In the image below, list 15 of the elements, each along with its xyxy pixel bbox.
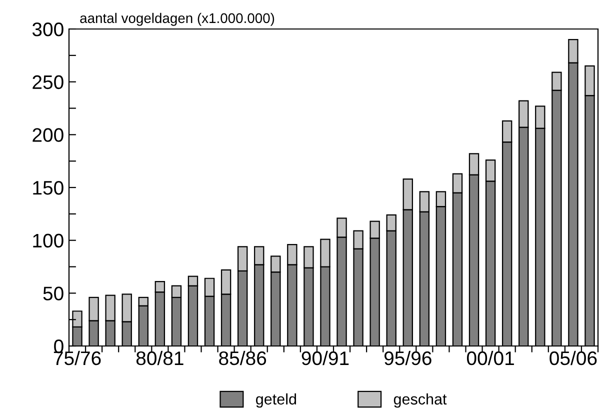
x-tick-label: 85/86: [219, 350, 266, 366]
y-tick-label: 50: [43, 286, 64, 300]
x-tick-label: 80/81: [136, 350, 184, 366]
y-tick-label: 200: [32, 128, 64, 142]
x-tick-label: 90/91: [302, 350, 349, 366]
y-axis-title: aantal vogeldagen (x1.000.000): [80, 12, 274, 26]
y-tick-label: 100: [33, 234, 64, 248]
y-tick-label: 250: [32, 75, 64, 90]
legend-label: geteld: [256, 393, 296, 408]
x-tick-label: 95/96: [384, 350, 432, 366]
x-tick-label: 05/06: [550, 350, 597, 366]
y-tick-label: 300: [32, 22, 64, 36]
y-tick-label: 150: [33, 180, 64, 195]
legend-label: geschat: [394, 393, 447, 408]
x-tick-label: 00/01: [466, 350, 514, 366]
